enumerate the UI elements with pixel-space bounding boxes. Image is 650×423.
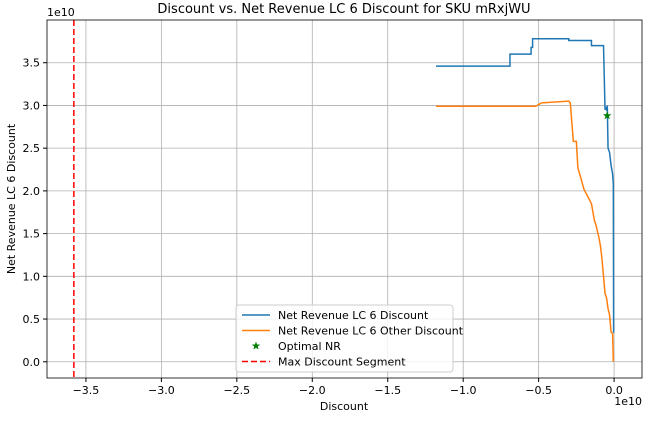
x-tick-label: −2.0: [299, 384, 326, 397]
y-offset: 1e10: [47, 6, 75, 19]
legend-swatch: [251, 341, 261, 350]
x-tick-label: −2.5: [223, 384, 250, 397]
y-tick-label: 3.0: [23, 99, 41, 112]
legend-label: Net Revenue LC 6 Other Discount: [278, 325, 464, 338]
legend-box: [235, 304, 454, 373]
y-tick-label: 1.5: [23, 228, 41, 241]
y-tick-label: 0.0: [23, 356, 41, 369]
x-tick-label: −1.5: [374, 384, 401, 397]
y-tick-label: 2.5: [23, 142, 41, 155]
line-series: [436, 38, 615, 333]
optimal-point: [602, 111, 612, 120]
y-tick-label: 3.5: [23, 57, 41, 70]
line-series: [436, 100, 615, 362]
plot-frame: [46, 19, 643, 379]
x-tick-label: −3.0: [148, 384, 175, 397]
chart-title: Discount vs. Net Revenue LC 6 Discount f…: [157, 2, 530, 17]
x-tick-label: −1.0: [450, 384, 477, 397]
y-axis-label: Net Revenue LC 6 Discount: [5, 123, 18, 274]
legend-label: Max Discount Segment: [278, 356, 406, 369]
x-tick-label: −3.5: [73, 384, 100, 397]
x-tick-label: −0.5: [525, 384, 552, 397]
y-tick-label: 2.0: [23, 185, 41, 198]
legend: Net Revenue LC 6 Discount Net Revenue LC …: [235, 304, 464, 373]
x-offset: 1e10: [614, 395, 642, 408]
legend-label: Optimal NR: [278, 340, 341, 353]
y-tick-label: 1.0: [23, 270, 41, 283]
legend-label: Net Revenue LC 6 Discount: [278, 309, 429, 322]
x-tick-label: 0.0: [605, 384, 623, 397]
x-axis-label: Discount: [320, 400, 369, 413]
y-tick-label: 0.5: [23, 313, 41, 326]
